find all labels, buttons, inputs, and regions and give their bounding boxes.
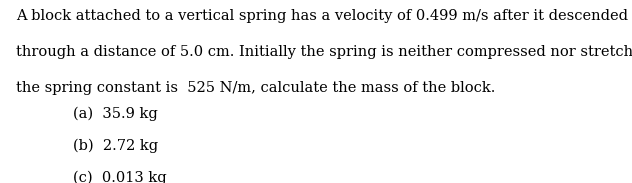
Text: (c)  0.013 kg: (c) 0.013 kg (73, 170, 166, 183)
Text: A block attached to a vertical spring has a velocity of 0.499 m/s after it desce: A block attached to a vertical spring ha… (16, 9, 628, 23)
Text: (a)  35.9 kg: (a) 35.9 kg (73, 106, 157, 121)
Text: (b)  2.72 kg: (b) 2.72 kg (73, 138, 158, 153)
Text: the spring constant is  525 N/m, calculate the mass of the block.: the spring constant is 525 N/m, calculat… (16, 81, 495, 95)
Text: through a distance of 5.0 cm. Initially the spring is neither compressed nor str: through a distance of 5.0 cm. Initially … (16, 45, 632, 59)
